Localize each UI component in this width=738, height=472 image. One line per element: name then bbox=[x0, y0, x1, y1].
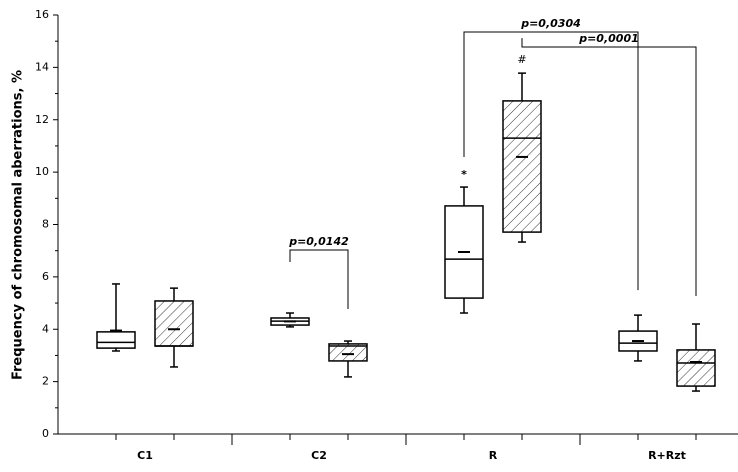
y-tick-label: 10 bbox=[35, 165, 49, 178]
y-axis-label: Frequency of chromosomal aberrations, % bbox=[11, 70, 26, 380]
y-tick-label: 6 bbox=[42, 270, 49, 283]
x-tick-label: C1 bbox=[137, 449, 153, 462]
box bbox=[676, 349, 716, 387]
x-tick-label: R+Rzt bbox=[648, 449, 686, 462]
p-value: p=0,0142 bbox=[288, 235, 349, 248]
box bbox=[96, 331, 136, 349]
p-value: p=0,0001 bbox=[578, 32, 639, 45]
y-tick-label: 16 bbox=[35, 8, 49, 21]
p-value: p=0,0304 bbox=[520, 17, 581, 30]
significance-marker: # bbox=[517, 53, 526, 66]
significance-bracket bbox=[463, 31, 639, 291]
y-tick-label: 2 bbox=[42, 375, 49, 388]
y-tick-label: 12 bbox=[35, 113, 49, 126]
x-tick-label: C2 bbox=[311, 449, 327, 462]
box bbox=[502, 100, 542, 233]
y-tick-label: 14 bbox=[35, 60, 49, 73]
box bbox=[328, 343, 368, 362]
y-tick-label: 4 bbox=[42, 322, 49, 335]
y-tick-label: 8 bbox=[42, 218, 49, 231]
significance-marker: * bbox=[461, 168, 467, 181]
x-tick-label: R bbox=[489, 449, 498, 462]
box bbox=[444, 205, 484, 299]
significance-bracket bbox=[289, 249, 349, 309]
significance-bracket bbox=[521, 38, 697, 297]
y-tick-label: 0 bbox=[42, 427, 49, 440]
box bbox=[154, 300, 194, 347]
